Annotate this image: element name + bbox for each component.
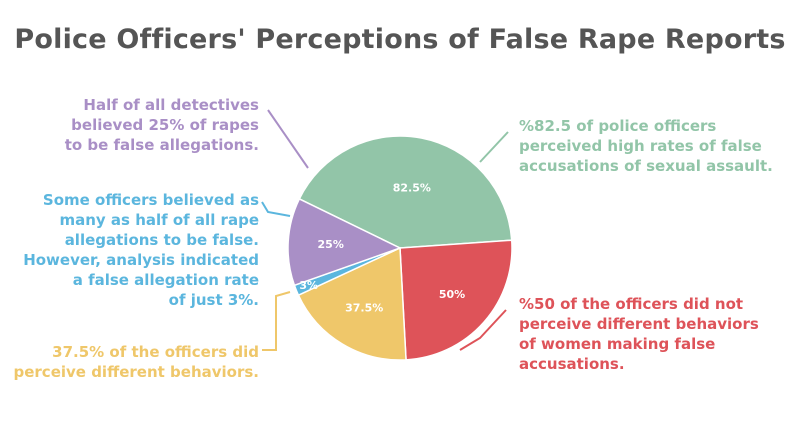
annotation-green: %82.5 of police officers perceived high r…	[519, 116, 773, 176]
annotation-yellow: 37.5% of the officers did perceive differ…	[14, 342, 260, 382]
leader-lines	[261, 109, 509, 351]
leader-line	[262, 291, 291, 351]
pie-slice	[287, 197, 402, 287]
annotation-line: of women making false	[519, 335, 716, 353]
annotation-line: perceive different behaviors	[519, 315, 759, 333]
leader-line	[479, 131, 509, 163]
annotation-purple: Half of all detectives believed 25% of ra…	[65, 95, 259, 155]
pie-slice	[399, 239, 513, 361]
annotation-line: 37.5% of the officers did	[52, 343, 259, 361]
annotation-red: %50 of the officers did not perceive diff…	[519, 294, 759, 374]
annotation-line: Half of all detectives	[83, 96, 259, 114]
annotation-line: %82.5 of police officers	[519, 117, 717, 135]
annotation-line: to be false allegations.	[64, 136, 259, 154]
leader-line	[261, 201, 291, 217]
annotation-line: many as half of all rape	[59, 211, 259, 229]
pie-slice	[297, 246, 407, 361]
slice-label: 25%	[318, 238, 344, 251]
chart-title: Police Officers' Perceptions of False Ra…	[14, 24, 786, 55]
annotation-line: accusations of sexual assault.	[519, 157, 773, 175]
slice-label: 82.5%	[393, 182, 431, 195]
slice-label: 50%	[439, 288, 465, 301]
leader-line	[267, 109, 309, 169]
annotation-line: of just 3%.	[168, 291, 259, 309]
slice-labels: 82.5% 50% 37.5% 3% 25%	[299, 182, 465, 315]
annotation-line: %50 of the officers did not	[519, 295, 744, 313]
slice-label: 37.5%	[345, 302, 383, 315]
annotation-line: a false allegation rate	[72, 271, 259, 289]
annotation-line: allegations to be false.	[64, 231, 259, 249]
annotation-blue: Some officers believed as many as half of…	[23, 190, 259, 310]
annotation-line: perceive different behaviors.	[13, 363, 260, 381]
slice-label: 3%	[299, 279, 318, 292]
annotation-line: accusations.	[519, 355, 625, 373]
annotation-line: Some officers believed as	[42, 191, 259, 209]
annotation-line: perceived high rates of false	[519, 137, 762, 155]
pie-slice	[298, 135, 513, 249]
annotation-line: However, analysis indicated	[23, 251, 259, 269]
annotation-line: believed 25% of rapes	[71, 116, 259, 134]
pie-slices	[287, 135, 513, 361]
leader-line	[459, 309, 507, 351]
